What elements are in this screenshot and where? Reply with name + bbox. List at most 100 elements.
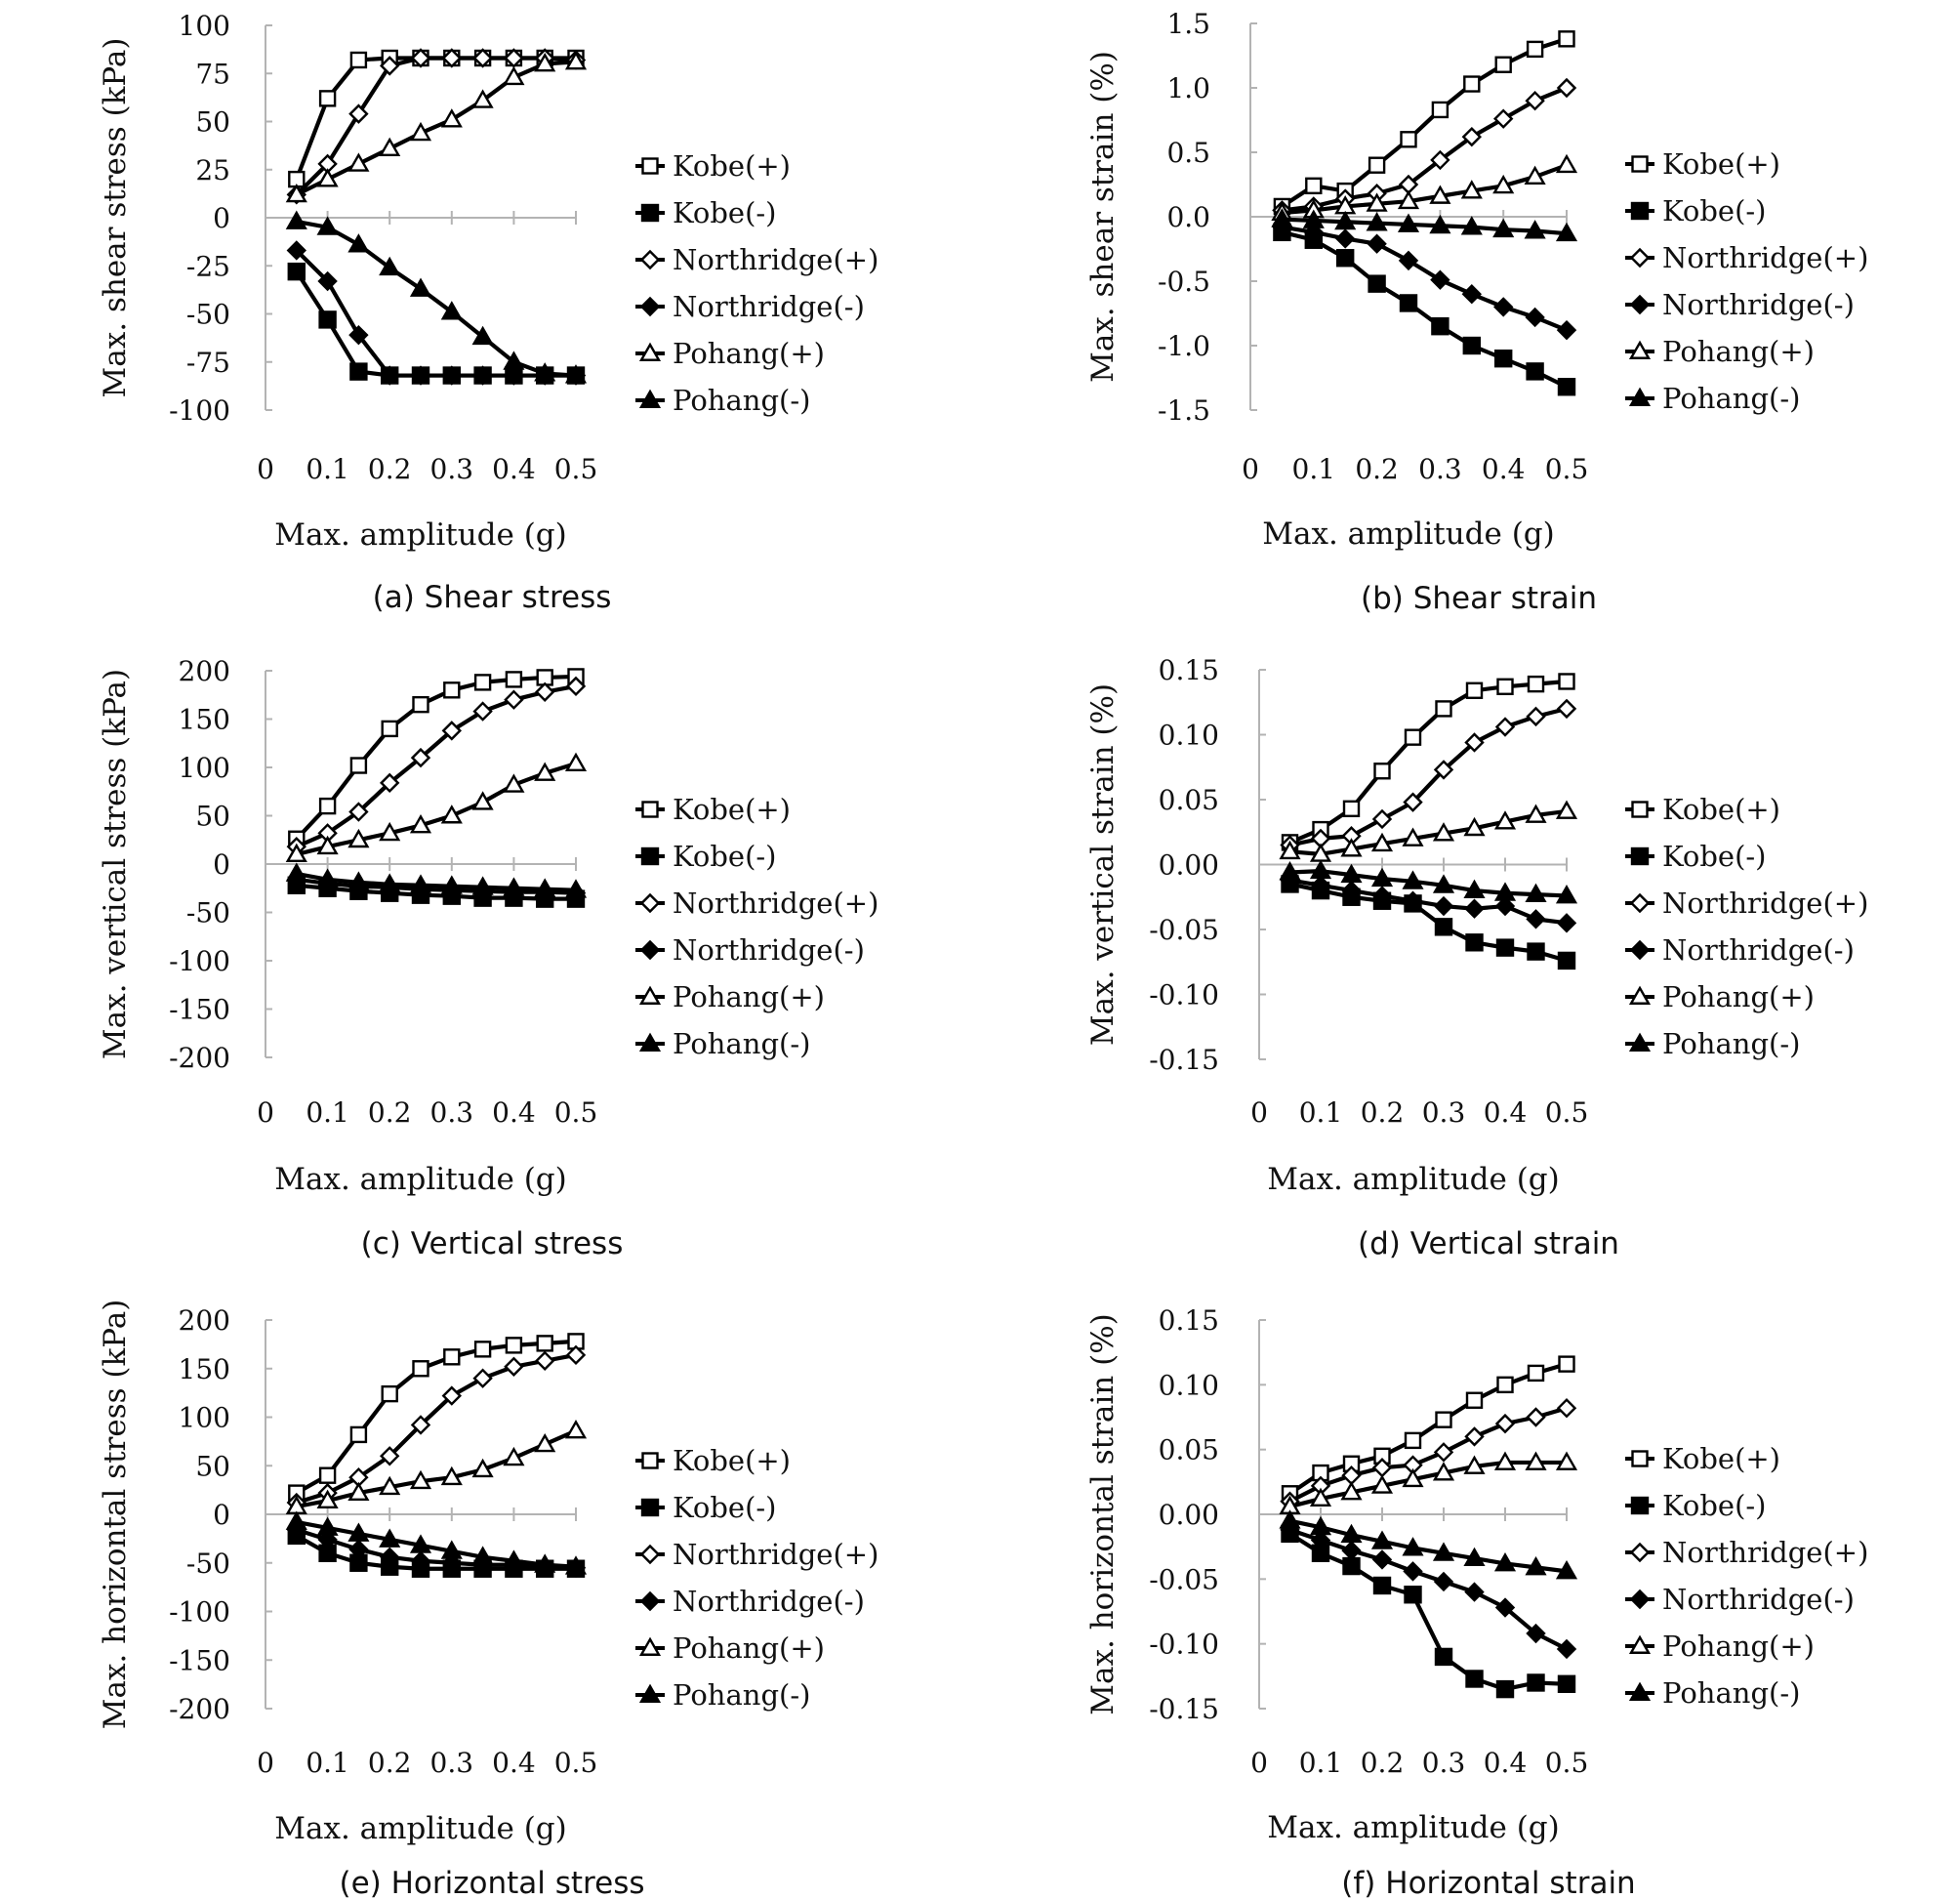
y-tick-label: 50 [195,1450,230,1482]
y-tick-label: 0 [213,202,230,234]
data-point [1433,760,1454,780]
legend-marker [640,846,660,866]
data-point [285,1510,307,1530]
legend-label: Northridge(+) [673,1538,878,1571]
data-point [286,240,306,261]
data-point [1558,1355,1575,1373]
data-point [1399,294,1418,312]
data-point [1434,1647,1453,1667]
series-line [1282,217,1568,236]
data-point [379,821,401,842]
data-point [1526,40,1544,59]
x-tick-label: 0.2 [1361,1096,1405,1129]
data-point [1341,880,1362,901]
data-point [1340,863,1363,884]
legend-label: Pohang(-) [673,1027,810,1060]
data-point [287,262,306,281]
data-point [1557,378,1576,396]
legend-label: Pohang(+) [1662,980,1815,1013]
series-northridge [286,676,587,857]
legend-label: Northridge(-) [1662,1583,1855,1616]
x-tick-label: 0.2 [1361,1747,1405,1779]
data-point [440,301,463,320]
data-point [379,873,401,892]
data-point [564,879,588,898]
x-tick-label: 0.1 [306,453,349,485]
legend-label: Kobe(-) [1662,1489,1767,1522]
data-point [410,747,431,768]
data-point [1402,1467,1424,1488]
legend-item: Northridge(-) [1625,1583,1855,1616]
y-tick-label: 0.00 [1159,1499,1219,1531]
x-tick-label: 0.2 [368,1747,412,1779]
data-point [412,1360,429,1378]
data-point [503,1446,525,1466]
y-tick-label: -100 [169,394,230,427]
data-point [472,48,493,68]
x-tick-label: 0.1 [306,1747,349,1779]
data-point [381,1384,398,1403]
x-tick-label: 0.3 [1422,1747,1466,1779]
series-pohang [285,51,588,203]
x-tick-label: 0.4 [1484,1096,1528,1129]
legend-label: Northridge(-) [1662,288,1855,321]
series-line [295,683,577,849]
data-point [1527,942,1545,961]
data-point [1432,1542,1455,1561]
data-point [1493,108,1514,129]
legend-item: Kobe(+) [1625,1442,1780,1475]
data-point [1465,681,1484,699]
data-point [380,772,400,794]
series-pohang [1279,1451,1578,1514]
series-line [1282,163,1568,216]
legend-label: Northridge(-) [673,933,865,967]
legend: Kobe(+) Kobe(-) Northridge(+) Northridge(-)… [635,1444,878,1712]
y-tick-label: 100 [179,10,230,42]
data-point [1404,1586,1422,1604]
legend-marker [638,985,662,1005]
data-point [1341,1540,1362,1561]
data-point [1370,867,1394,888]
data-point [1556,698,1577,720]
y-tick-label: -75 [186,347,230,379]
y-tick-label: 200 [179,655,230,687]
data-point [1493,1551,1517,1572]
data-point [316,216,339,235]
x-axis-title: Max. amplitude (g) [274,1811,566,1846]
legend-item: Pohang(-) [635,1027,810,1060]
y-tick-label: -50 [186,1548,230,1580]
data-point [471,876,494,895]
data-point [1403,792,1423,812]
legend-label: Kobe(-) [1662,840,1767,873]
data-point [505,671,523,688]
data-point [1556,913,1577,933]
legend-item: Kobe(-) [635,840,777,873]
legend-label: Northridge(+) [1662,241,1868,274]
x-tick-label: 0.4 [492,453,536,485]
series-line [1289,808,1568,856]
legend-label: Pohang(+) [673,980,825,1013]
data-point [1310,875,1331,895]
x-tick-label: 0.5 [1545,453,1589,485]
legend-item: Pohang(-) [1625,382,1800,415]
panel-caption: (d) Vertical strain [1358,1226,1619,1261]
data-point [471,89,494,108]
legend-label: Pohang(+) [673,1631,825,1665]
data-point [1494,1413,1516,1434]
data-point [348,802,369,822]
series-kobe [1273,223,1576,396]
series-line [296,762,577,857]
x-tick-label: 0 [1242,453,1259,485]
legend-marker [1628,1032,1652,1052]
data-point [349,51,368,69]
data-point [471,1546,494,1565]
x-tick-label: 0.4 [492,1747,536,1779]
data-point [1432,822,1455,842]
y-tick-label: 25 [195,154,230,186]
data-point [1433,1571,1454,1592]
legend-item: Northridge(+) [635,887,878,920]
y-tick-label: -0.10 [1149,979,1219,1011]
data-point [1431,317,1450,336]
data-point [349,1425,368,1444]
data-point [1524,165,1546,186]
